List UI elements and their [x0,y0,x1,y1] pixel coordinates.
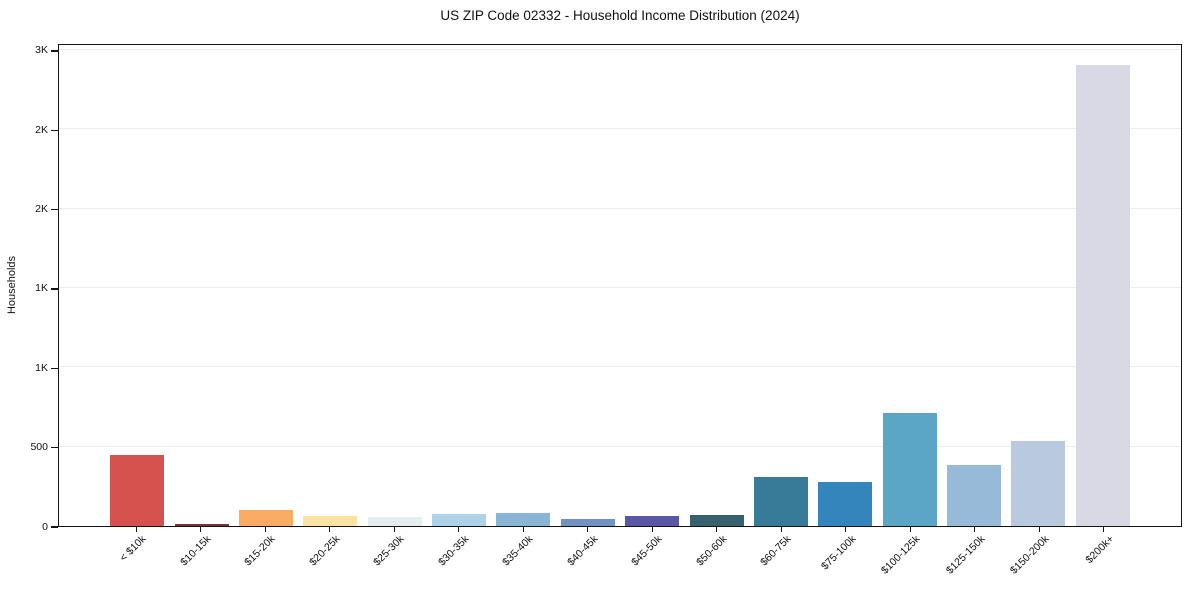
bar-slot [491,45,555,526]
x-tick-label: $125-150k [943,533,988,577]
x-tick-mark [458,527,460,532]
bar [432,514,487,526]
x-tick-label: $75-100k [818,533,859,573]
x-tick-mark [845,527,847,532]
x-tick-mark [651,527,653,532]
bar [174,523,229,526]
y-tick-mark [51,526,58,528]
x-tick-label: $25-30k [371,533,407,569]
bar [1011,441,1066,526]
x-tick-label: $35-40k [500,533,536,569]
x-tick-label: $200k+ [1083,533,1117,567]
bar-slot [105,45,169,526]
gridline [59,128,1181,130]
bar [753,476,808,526]
bar-slot [813,45,877,526]
y-tick-mark [51,367,58,369]
y-tick-mark [51,209,58,211]
bar-slot [942,45,1006,526]
x-tick-mark [909,527,911,532]
y-tick-label: 2K [35,123,48,136]
bar-slot [684,45,748,526]
bars-layer [59,45,1181,526]
x-tick-mark [974,527,976,532]
bar-slot [1006,45,1070,526]
bar-slot [620,45,684,526]
y-tick-label: 1K [35,282,48,295]
x-tick-mark [1038,527,1040,532]
gridline [59,207,1181,209]
y-tick-label: 0 [42,520,48,533]
x-tick-label: $100-125k [879,533,923,577]
x-tick-mark [393,527,395,532]
x-tick-mark [716,527,718,532]
x-tick-mark [522,527,524,532]
bar-slot [169,45,233,526]
bar [560,518,615,526]
x-tick-label: $60-75k [758,533,794,569]
bar [689,515,744,526]
x-tick-mark [200,527,202,532]
bar [1075,65,1130,526]
x-tick-mark [135,527,137,532]
bar [947,464,1002,526]
bar-slot [427,45,491,526]
bar-slot [234,45,298,526]
bar [818,481,873,526]
x-tick-label: $40-45k [564,533,601,569]
x-tick-label: $50-60k [693,533,730,569]
x-tick-mark [587,527,589,532]
x-tick-mark [1103,527,1105,532]
bar-slot [878,45,942,526]
y-tick-mark [51,288,58,290]
x-tick-label: $20-25k [306,533,343,569]
bar-slot [298,45,362,526]
bar [303,515,358,526]
gridline [59,445,1181,447]
bar [625,516,680,526]
x-tick-label: $45-50k [629,533,665,569]
plot-area [58,44,1182,527]
y-tick-mark [51,129,58,131]
gridline [59,48,1181,50]
y-tick-label: 1K [35,361,48,374]
bar-slot [749,45,813,526]
bar-slot [556,45,620,526]
x-tick-label: < $10k [117,533,149,564]
y-tick-label: 2K [35,203,48,216]
bar-slot [363,45,427,526]
bar [882,413,937,526]
bar [367,516,422,526]
bar-slot [1071,45,1135,526]
x-tick-label: $150-200k [1008,533,1052,577]
bar [110,455,165,526]
y-tick-label: 500 [30,441,48,454]
bar [238,510,293,526]
y-tick-mark [51,50,58,52]
y-tick-label: 3K [35,44,48,57]
x-tick-label: $10-15k [177,533,214,569]
x-tick-label: $30-35k [435,533,472,569]
gridline [59,366,1181,368]
bar [496,512,551,526]
x-tick-mark [780,527,782,532]
x-tick-mark [329,527,331,532]
y-tick-mark [51,447,58,449]
x-tick-label: $15-20k [242,533,278,569]
chart-title: US ZIP Code 02332 - Household Income Dis… [440,8,800,23]
x-tick-mark [264,527,266,532]
gridline [59,287,1181,288]
